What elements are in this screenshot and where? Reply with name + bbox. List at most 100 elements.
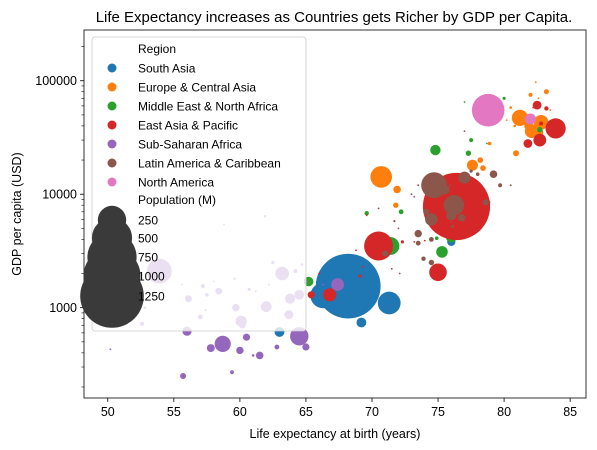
data-point <box>477 157 484 163</box>
data-point <box>471 93 505 127</box>
legend-region-title: Region <box>138 42 176 56</box>
data-point <box>214 335 231 352</box>
data-point <box>439 184 450 195</box>
series-latin-america-caribbean <box>365 130 512 275</box>
x-tick-label: 65 <box>299 405 313 419</box>
data-point <box>365 214 368 217</box>
data-point <box>498 183 503 188</box>
data-point <box>331 278 344 291</box>
data-point <box>274 344 280 350</box>
data-point <box>397 227 400 230</box>
data-point <box>482 199 489 206</box>
data-point <box>290 327 309 346</box>
data-point <box>393 202 399 208</box>
data-point <box>242 333 251 341</box>
data-point <box>480 165 486 171</box>
data-point <box>523 139 533 148</box>
y-axis: 1000 10000 100000 <box>35 46 84 388</box>
data-point <box>429 237 434 242</box>
data-point <box>487 141 492 146</box>
data-point <box>449 184 451 187</box>
y-axis-label: GDP per capita (USD) <box>10 152 24 275</box>
legend-marker <box>107 139 117 149</box>
legend-entry-label: East Asia & Pacific <box>138 119 238 133</box>
data-point <box>361 265 364 268</box>
data-point <box>537 97 540 100</box>
data-point <box>393 185 401 194</box>
data-point <box>364 211 369 216</box>
data-point <box>255 351 264 360</box>
data-point <box>236 346 244 355</box>
x-axis-label: Life expectancy at birth (years) <box>250 427 421 441</box>
data-point <box>398 272 401 275</box>
data-point <box>534 81 537 84</box>
legend-entry-label: Middle East & North Africa <box>138 100 278 114</box>
data-point <box>469 169 473 173</box>
data-point <box>251 354 255 357</box>
data-point <box>398 209 404 215</box>
data-point <box>545 118 566 139</box>
data-point <box>206 344 215 353</box>
data-point <box>318 272 320 275</box>
data-point <box>423 239 426 242</box>
data-point <box>423 208 430 215</box>
legend-size-label: 1250 <box>138 290 165 304</box>
legend-marker <box>107 177 117 187</box>
data-point <box>544 106 549 111</box>
data-point <box>471 164 476 169</box>
legend-entry-label: North America <box>138 176 214 190</box>
legend-size-label: 500 <box>138 232 158 246</box>
data-point <box>458 214 466 222</box>
x-tick-label: 50 <box>101 405 115 419</box>
legend-marker <box>107 101 117 111</box>
data-point <box>370 166 393 188</box>
data-point <box>436 246 448 258</box>
data-point <box>511 109 528 126</box>
data-point <box>307 291 315 299</box>
data-point <box>486 142 488 145</box>
data-point <box>469 138 474 143</box>
data-point <box>230 370 234 375</box>
legend-size-marker <box>80 264 144 328</box>
data-point <box>509 184 512 187</box>
x-tick-label: 55 <box>167 405 181 419</box>
data-point <box>539 121 544 126</box>
x-tick-label: 80 <box>497 405 511 419</box>
data-point <box>528 92 533 97</box>
series-north-america <box>471 93 536 127</box>
y-tick-label: 10000 <box>42 188 77 202</box>
data-point <box>414 229 422 238</box>
data-point <box>532 106 535 109</box>
y-tick-label: 100000 <box>35 74 77 88</box>
legend-marker <box>107 63 117 73</box>
data-point <box>430 144 441 156</box>
plot-frame <box>83 29 587 399</box>
legend-size-label: 750 <box>138 251 158 265</box>
data-point <box>434 236 439 240</box>
data-point <box>323 288 337 302</box>
data-point <box>425 213 438 226</box>
data-point <box>549 109 552 112</box>
data-point <box>505 119 508 121</box>
data-point <box>364 231 394 261</box>
data-point <box>466 159 478 171</box>
chart-title: Life Expectancy increases as Countries g… <box>96 9 573 26</box>
data-point <box>463 101 466 103</box>
data-point <box>390 267 393 270</box>
data-point <box>377 207 380 210</box>
data-point <box>400 240 404 244</box>
data-point <box>543 89 549 95</box>
data-point <box>458 171 471 184</box>
data-point <box>465 150 472 156</box>
legend-entry-label: Europe & Central Asia <box>138 81 256 95</box>
data-point <box>451 224 455 228</box>
data-point <box>509 106 512 109</box>
data-point <box>513 124 516 128</box>
legend-entry-label: Sub-Saharan Africa <box>138 138 242 152</box>
data-point <box>513 150 519 157</box>
data-point <box>446 210 457 221</box>
data-point <box>180 373 187 379</box>
data-point <box>413 241 416 243</box>
data-point <box>421 256 426 261</box>
